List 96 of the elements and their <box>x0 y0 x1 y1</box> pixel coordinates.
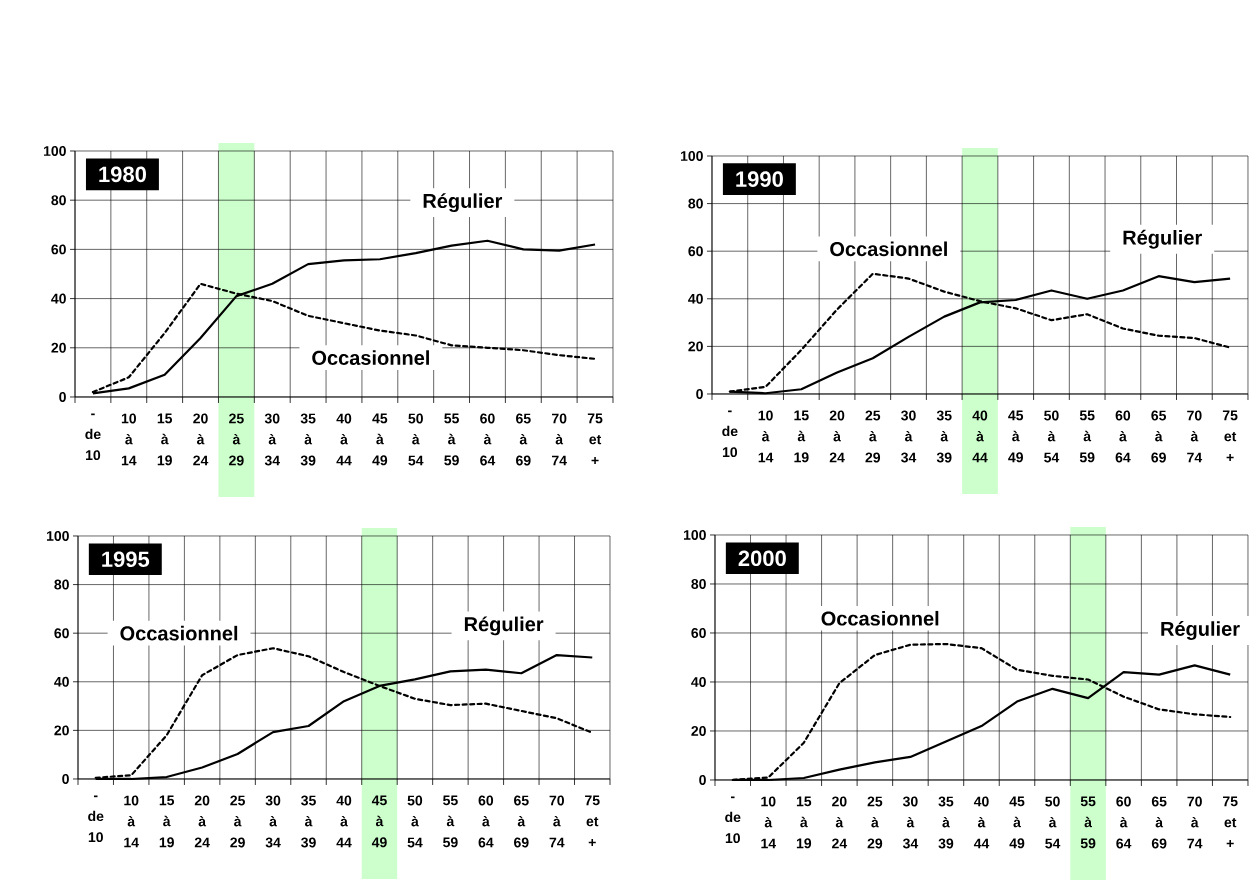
y-tick-label: 60 <box>691 628 706 638</box>
x-tick-label: 50 à 54 <box>408 413 424 466</box>
x-tick-label: 70 à 74 <box>552 413 567 466</box>
x-tick-label: 50 à 54 <box>1045 796 1061 849</box>
x-tick-label: 45 à 49 <box>372 413 388 466</box>
x-tick-label: 10 à 14 <box>761 796 776 849</box>
x-tick-label: 65 à 69 <box>516 413 531 466</box>
y-tick-label: 20 <box>688 341 703 352</box>
text: 1990 <box>736 171 783 187</box>
y-tick-label: 100 <box>680 151 703 161</box>
series-label: Occasionnel <box>821 610 939 626</box>
x-tick-label: 10 à 14 <box>758 410 774 463</box>
x-tick-label: 55 à 59 <box>1079 410 1095 463</box>
series-label: Régulier <box>1161 621 1240 640</box>
x-tick-label: 30 à 34 <box>902 796 919 849</box>
y-tick-label: 60 <box>54 628 69 639</box>
y-tick-label: 100 <box>46 531 69 541</box>
y-tick-label: 0 <box>59 392 66 402</box>
series-label: Régulier <box>423 193 503 213</box>
x-tick-label: 65 à 69 <box>1151 410 1167 463</box>
x-tick-label: 25 à 29 <box>230 795 245 848</box>
x-tick-label: 50 à 54 <box>407 795 423 848</box>
series-label: Régulier <box>1123 229 1202 249</box>
x-tick-label: - de 10 <box>725 796 741 844</box>
x-tick-label: 20 à 24 <box>832 796 848 849</box>
x-tick-label: 75 et + <box>587 413 603 465</box>
y-tick-label: 0 <box>62 774 69 784</box>
x-tick-label: 40 à 44 <box>336 413 352 466</box>
x-tick-label: 40 à 44 <box>973 796 990 849</box>
x-tick-label: 15 à 19 <box>159 795 175 848</box>
y-tick-label: 0 <box>699 775 706 785</box>
x-tick-label: - de 10 <box>722 410 738 458</box>
text: 1995 <box>102 551 150 568</box>
x-tick-label: 10 à 14 <box>121 413 137 466</box>
x-tick-label: 75 et + <box>1222 410 1238 462</box>
x-tick-label: - de 10 <box>85 413 101 461</box>
series-label: Régulier <box>464 616 544 636</box>
x-tick-label: 30 à 34 <box>901 410 917 463</box>
x-tick-label: 45 à 49 <box>1009 796 1025 849</box>
y-tick-label: 40 <box>51 293 66 304</box>
x-tick-label: 45 à 49 <box>1008 410 1024 463</box>
x-tick-label: 45 à 49 <box>371 795 387 848</box>
y-tick-label: 40 <box>54 676 69 687</box>
x-tick-label: 65 à 69 <box>1151 796 1167 849</box>
text: 1980 <box>99 166 146 183</box>
y-tick-label: 80 <box>691 579 706 589</box>
series-label: Occasionnel <box>830 241 947 257</box>
x-tick-label: 70 à 74 <box>549 795 565 848</box>
x-tick-label: 35 à 39 <box>301 795 316 848</box>
x-tick-label: 35 à 39 <box>300 413 316 466</box>
x-tick-label: 60 à 64 <box>480 413 496 466</box>
text: 2000 <box>738 550 786 567</box>
x-tick-label: 65 à 69 <box>514 795 529 848</box>
y-tick-label: 60 <box>688 246 703 257</box>
y-tick-label: 100 <box>683 530 706 540</box>
x-tick-label: 55 à 59 <box>1080 796 1096 849</box>
x-tick-label: 20 à 24 <box>194 795 210 848</box>
x-tick-label: 40 à 44 <box>972 410 988 463</box>
x-tick-label: 25 à 29 <box>865 410 881 463</box>
x-tick-label: 25 à 29 <box>229 413 244 466</box>
y-tick-label: 80 <box>51 195 66 206</box>
x-tick-label: 15 à 19 <box>157 413 173 466</box>
x-tick-label: 70 à 74 <box>1187 796 1203 849</box>
y-tick-label: 40 <box>688 293 703 304</box>
x-tick-label: - de 10 <box>88 795 104 843</box>
x-tick-label: 20 à 24 <box>193 413 209 466</box>
x-tick-label: 75 et + <box>585 795 600 847</box>
x-tick-label: 55 à 59 <box>444 413 459 466</box>
y-tick-label: 60 <box>51 244 66 255</box>
y-tick-label: 20 <box>51 342 66 353</box>
y-tick-label: 100 <box>43 146 66 156</box>
x-tick-label: 15 à 19 <box>796 796 812 849</box>
x-tick-label: 40 à 44 <box>336 795 352 848</box>
y-tick-label: 20 <box>691 726 706 736</box>
x-tick-label: 10 à 14 <box>124 795 139 848</box>
series-label: Occasionnel <box>120 625 238 641</box>
x-tick-label: 60 à 64 <box>478 795 494 848</box>
x-tick-label: 60 à 64 <box>1115 410 1131 463</box>
x-tick-label: 30 à 34 <box>265 795 281 848</box>
x-tick-label: 55 à 59 <box>443 795 458 848</box>
x-tick-label: 20 à 24 <box>829 410 845 463</box>
x-tick-label: 15 à 19 <box>794 410 809 463</box>
x-tick-label: 75 et + <box>1223 796 1238 848</box>
y-tick-label: 40 <box>691 677 706 687</box>
y-tick-label: 0 <box>696 389 703 399</box>
x-tick-label: 30 à 34 <box>264 413 280 466</box>
x-tick-label: 60 à 64 <box>1116 796 1132 849</box>
x-tick-label: 35 à 39 <box>936 410 952 463</box>
x-tick-label: 70 à 74 <box>1187 410 1203 463</box>
series-label: Occasionnel <box>312 350 429 365</box>
x-tick-label: 35 à 39 <box>938 796 954 849</box>
y-tick-label: 80 <box>54 579 69 590</box>
x-tick-label: 25 à 29 <box>867 796 883 849</box>
y-tick-label: 80 <box>688 198 703 209</box>
x-tick-label: 50 à 54 <box>1044 410 1060 463</box>
y-tick-label: 20 <box>54 725 69 736</box>
